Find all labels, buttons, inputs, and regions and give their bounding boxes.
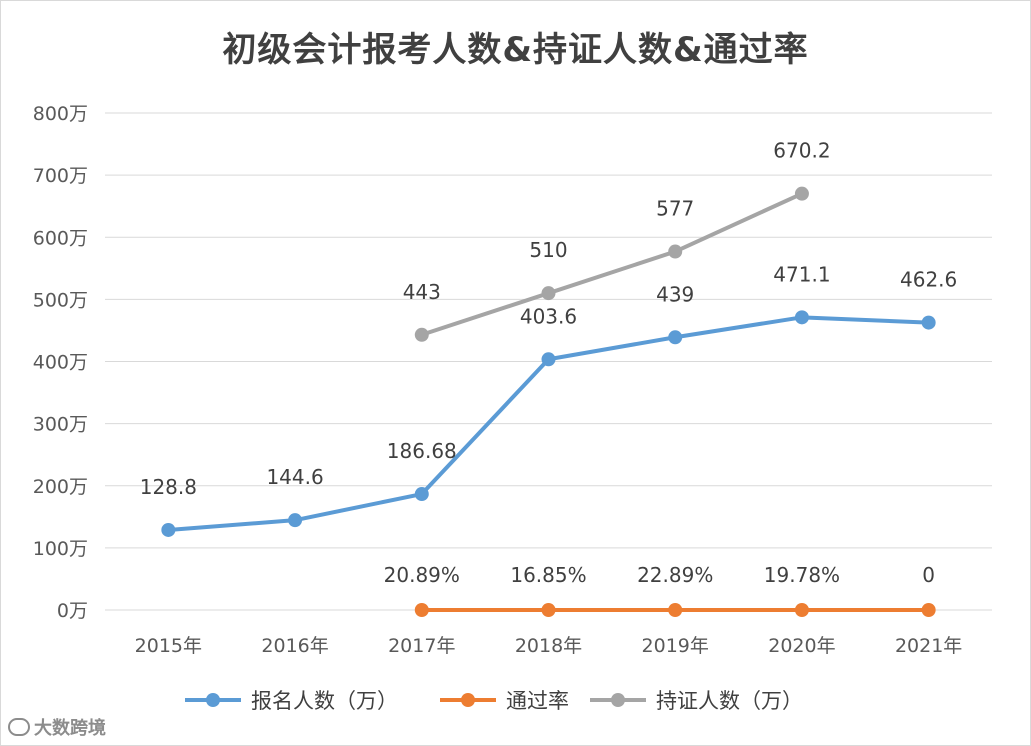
x-tick-label: 2016年 <box>261 635 328 657</box>
y-tick-label: 700万 <box>33 165 88 187</box>
data-point <box>414 603 429 617</box>
data-point <box>668 330 683 345</box>
y-tick-label: 200万 <box>33 476 88 498</box>
x-tick-label: 2018年 <box>515 635 582 657</box>
x-tick-label: 2017年 <box>388 635 455 657</box>
data-label: 443 <box>403 280 441 304</box>
data-label: 20.89% <box>384 563 460 587</box>
x-tick-label: 2021年 <box>895 635 962 657</box>
data-point <box>288 513 303 528</box>
y-tick-label: 400万 <box>33 352 88 374</box>
y-tick-label: 800万 <box>33 103 88 125</box>
legend-marker <box>461 693 475 707</box>
y-tick-label: 600万 <box>33 227 88 249</box>
watermark-text: 大数跨境 <box>34 718 106 739</box>
data-label: 16.85% <box>510 563 586 587</box>
x-tick-label: 2015年 <box>135 635 202 657</box>
y-tick-label: 300万 <box>33 414 88 436</box>
data-point <box>414 487 429 502</box>
data-point <box>794 186 809 201</box>
data-point <box>414 327 429 342</box>
legend-marker <box>611 693 625 707</box>
x-tick-label: 2019年 <box>642 635 709 657</box>
data-label: 510 <box>529 238 567 262</box>
y-tick-label: 0万 <box>57 600 88 622</box>
data-point <box>668 244 683 259</box>
data-point <box>921 603 936 617</box>
data-label: 439 <box>656 282 694 306</box>
data-label: 462.6 <box>900 268 957 292</box>
data-point <box>541 286 556 301</box>
data-point <box>921 315 936 330</box>
y-tick-label: 100万 <box>33 538 88 560</box>
data-label: 670.2 <box>773 139 830 163</box>
data-point <box>541 352 556 367</box>
watermark: 大数跨境 <box>8 714 106 740</box>
data-label: 471.1 <box>773 262 830 286</box>
legend-label: 通过率 <box>506 689 569 713</box>
data-point <box>794 603 809 617</box>
series-line <box>419 191 804 337</box>
data-label: 144.6 <box>266 465 323 489</box>
data-label: 577 <box>656 197 694 221</box>
watermark-logo-icon <box>8 718 30 736</box>
data-point <box>541 603 556 617</box>
data-point <box>668 603 683 617</box>
chart-title: 初级会计报考人数&持证人数&通过率 <box>222 30 809 70</box>
data-label: 22.89% <box>637 563 713 587</box>
data-point <box>794 310 809 325</box>
x-tick-label: 2020年 <box>768 635 835 657</box>
data-label: 19.78% <box>764 563 840 587</box>
legend-label: 报名人数（万） <box>251 689 398 713</box>
data-label: 403.6 <box>520 304 577 328</box>
legend-marker <box>206 693 220 707</box>
data-point <box>161 522 176 537</box>
data-label: 186.68 <box>387 439 457 463</box>
data-label: 0 <box>922 563 935 587</box>
legend-label: 持证人数（万） <box>656 689 803 713</box>
y-tick-label: 500万 <box>33 289 88 311</box>
data-label: 128.8 <box>140 475 197 499</box>
